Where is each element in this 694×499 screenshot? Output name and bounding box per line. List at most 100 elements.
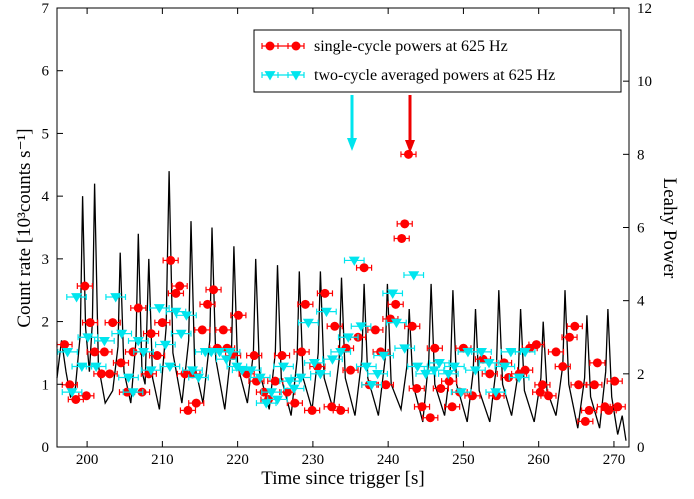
marker <box>346 365 356 375</box>
marker <box>157 318 167 328</box>
marker <box>504 372 514 382</box>
marker <box>197 325 207 335</box>
legend-box <box>253 29 622 93</box>
marker <box>132 337 144 347</box>
marker <box>203 299 213 309</box>
plot-area <box>56 149 627 441</box>
marker <box>180 311 192 321</box>
marker <box>191 398 201 408</box>
marker <box>186 366 198 376</box>
marker <box>314 369 326 380</box>
marker <box>153 304 165 314</box>
marker <box>205 348 217 358</box>
y2-tick-label: 4 <box>637 294 645 310</box>
marker <box>613 402 623 412</box>
legend-label: single-cycle powers at 625 Hz <box>314 38 508 55</box>
marker <box>272 395 284 405</box>
marker <box>462 348 474 358</box>
marker <box>428 366 440 376</box>
marker <box>278 362 290 373</box>
arrow-head <box>347 138 357 151</box>
marker <box>372 369 384 380</box>
marker <box>99 347 109 357</box>
marker <box>360 362 372 373</box>
marker <box>397 233 407 243</box>
marker <box>407 321 417 331</box>
x-tick-label: 200 <box>76 452 99 468</box>
x-tick-label: 270 <box>603 452 626 468</box>
marker <box>128 347 138 357</box>
y2-tick-label: 12 <box>637 1 652 17</box>
arrow-head <box>405 140 415 153</box>
marker <box>592 358 602 368</box>
marker <box>249 351 259 361</box>
y-tick-label: 3 <box>42 252 50 268</box>
marker <box>171 288 181 298</box>
marker <box>408 271 420 281</box>
marker <box>551 347 561 357</box>
marker <box>260 399 272 409</box>
marker <box>127 388 139 398</box>
x-axis-label: Time since trigger [s] <box>261 468 424 489</box>
marker <box>233 310 243 320</box>
marker <box>307 405 317 415</box>
marker <box>164 362 176 373</box>
marker <box>288 384 300 394</box>
marker <box>80 281 90 291</box>
marker <box>108 318 118 328</box>
marker <box>490 388 502 398</box>
marker <box>387 289 399 299</box>
marker <box>183 405 193 415</box>
marker <box>391 299 401 309</box>
y-tick-label: 2 <box>42 315 50 331</box>
marker <box>520 365 530 375</box>
y2-tick-label: 8 <box>637 147 645 163</box>
y-tick-label: 6 <box>42 64 50 80</box>
y2-tick-label: 0 <box>637 440 645 456</box>
marker <box>270 376 280 386</box>
marker <box>499 362 511 373</box>
marker <box>264 71 276 81</box>
marker <box>71 394 81 404</box>
marker <box>335 348 347 358</box>
marker <box>159 340 171 351</box>
marker <box>62 348 74 358</box>
marker <box>475 348 487 358</box>
marker <box>282 387 292 397</box>
y-tick-label: 0 <box>42 440 50 456</box>
legend-label: two-cycle averaged powers at 625 Hz <box>314 67 555 84</box>
marker <box>65 380 75 390</box>
x-tick-label: 230 <box>302 452 325 468</box>
marker <box>381 380 391 390</box>
marker <box>146 329 156 339</box>
marker <box>455 388 467 398</box>
marker <box>152 351 162 361</box>
marker <box>231 362 243 373</box>
marker <box>218 325 228 335</box>
marker <box>327 402 337 412</box>
x-tick-label: 210 <box>151 452 174 468</box>
marker <box>483 359 495 369</box>
marker <box>430 343 440 353</box>
marker <box>448 362 460 373</box>
marker <box>412 362 424 373</box>
marker <box>326 355 338 365</box>
marker <box>224 348 236 358</box>
marker <box>266 388 277 398</box>
marker <box>543 391 553 401</box>
marker <box>537 380 547 390</box>
marker <box>290 71 302 81</box>
marker <box>284 377 296 387</box>
marker <box>245 366 257 376</box>
marker <box>81 391 91 401</box>
marker <box>589 380 599 390</box>
y-tick-label: 4 <box>42 189 50 205</box>
x-tick-label: 260 <box>527 452 550 468</box>
marker <box>145 366 157 376</box>
y2-axis-label: Leahy Power <box>659 178 680 279</box>
marker <box>447 402 457 412</box>
light-curve <box>56 171 627 441</box>
marker <box>291 41 301 51</box>
marker <box>336 405 346 415</box>
